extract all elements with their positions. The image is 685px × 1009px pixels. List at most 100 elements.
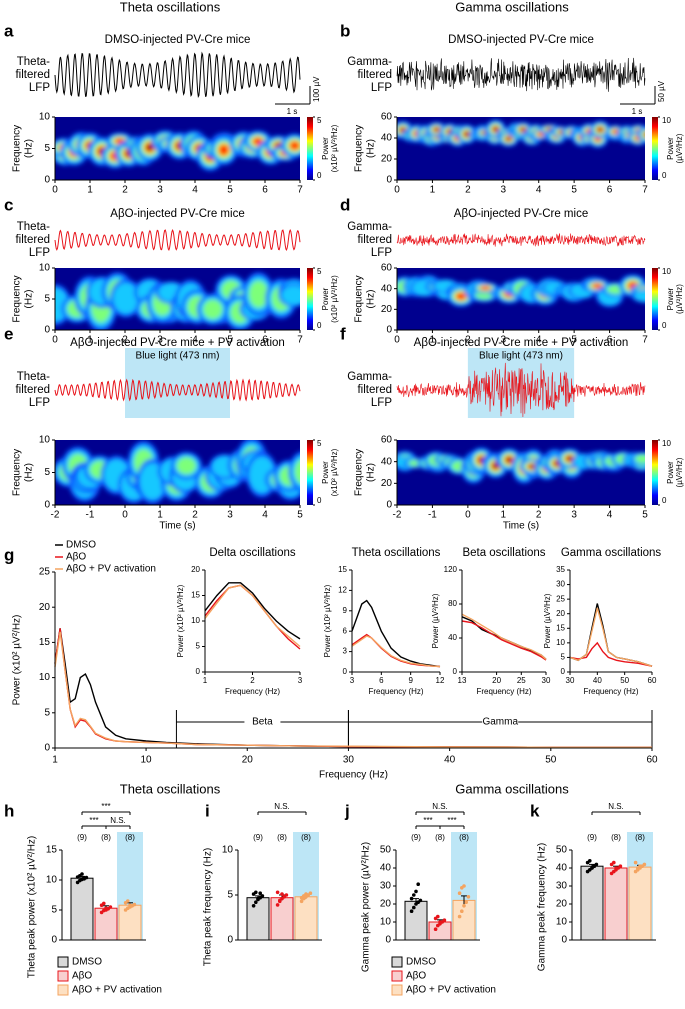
y-axis-label: (Hz) — [24, 463, 35, 482]
bar — [294, 896, 318, 941]
x-tick-label: 5 — [297, 510, 303, 521]
colorbar — [652, 268, 658, 330]
x-tick-label: 3 — [350, 676, 355, 685]
y-tick-label: 0 — [385, 935, 391, 946]
spectrogram — [55, 268, 300, 330]
comparison-label: *** — [89, 816, 98, 825]
data-point — [108, 905, 113, 909]
x-tick-label: 3 — [501, 335, 507, 346]
series-line — [351, 633, 441, 668]
x-tick-label: 60 — [646, 755, 658, 766]
y-tick-label: 35 — [556, 565, 565, 574]
y-tick-label: 10 — [39, 263, 51, 274]
n-label: (8) — [301, 833, 311, 842]
data-point — [251, 904, 256, 908]
x-tick-label: 1 — [430, 185, 436, 196]
bar — [70, 877, 94, 941]
y-axis-label: Frequency — [354, 449, 365, 496]
y-axis-label: Power (µV²/Hz) — [431, 593, 440, 648]
blob — [566, 456, 573, 462]
data-point — [284, 893, 289, 897]
y-tick-label: 60 — [381, 112, 393, 123]
blob — [493, 126, 499, 132]
trace-label: filtered — [15, 234, 50, 246]
x-axis-label: Frequency (Hz) — [476, 687, 531, 696]
band-label: Gamma — [482, 717, 518, 728]
panel-title: DMSO-injected PV-Cre mice — [448, 34, 594, 46]
y-axis-label: Power (x10² µV²/Hz) — [176, 584, 185, 657]
blob — [248, 280, 269, 308]
y-tick-label: 50 — [380, 845, 392, 856]
light-label: Blue light (473 nm) — [479, 351, 563, 362]
x-tick-label: 3 — [298, 676, 303, 685]
comparison-label: N.S. — [608, 802, 624, 811]
x-tick-label: -1 — [428, 510, 437, 521]
blob — [506, 457, 513, 463]
y-tick-label: 30 — [380, 881, 392, 892]
blob — [480, 285, 491, 291]
x-tick-label: 4 — [262, 510, 268, 521]
x-tick-label: 4 — [192, 335, 198, 346]
data-point — [304, 892, 308, 896]
colorbar-unit: (x10² µV²/Hz) — [330, 275, 339, 323]
y-tick-label: 0 — [386, 325, 392, 336]
x-tick-label: 2 — [536, 510, 542, 521]
colorbar-tick-label: 10 — [662, 267, 671, 276]
trace-label: Theta- — [17, 221, 50, 233]
series-line — [204, 584, 301, 648]
y-tick-label: 20 — [39, 602, 51, 613]
y-tick-label: 10 — [222, 845, 234, 856]
colorbar-tick-label: 5 — [317, 439, 322, 448]
n-label: (9) — [587, 833, 597, 842]
x-tick-label: 20 — [492, 676, 501, 685]
data-point — [104, 906, 108, 910]
x-tick-label: 5 — [227, 185, 233, 196]
colorbar — [307, 117, 313, 180]
series-line — [351, 635, 441, 668]
x-tick-label: 3 — [157, 185, 163, 196]
data-point — [260, 894, 265, 898]
spectrogram-blobs — [55, 440, 300, 505]
spectrogram-blobs — [397, 274, 645, 308]
y-tick-label: 15 — [556, 623, 565, 632]
x-tick-label: 6 — [607, 335, 613, 346]
x-tick-label: -2 — [51, 510, 60, 521]
y-tick-label: 5 — [227, 890, 233, 901]
legend-swatch — [391, 984, 403, 996]
data-point — [258, 891, 263, 895]
blob — [592, 283, 603, 289]
data-point — [457, 914, 462, 919]
data-point — [438, 920, 442, 924]
x-tick-label: 2 — [465, 335, 471, 346]
y-tick-label: 0 — [44, 500, 50, 511]
colorbar-unit: (µV²/Hz) — [675, 457, 684, 487]
blob — [281, 285, 300, 305]
y-axis-label: Frequency — [354, 275, 365, 322]
inset-title: Gamma oscillations — [561, 547, 662, 559]
y-tick-label: 3 — [343, 647, 348, 656]
panel-title: AβO-injected PV-Cre mice + PV activation — [70, 337, 285, 349]
x-tick-label: 0 — [465, 510, 471, 521]
blob — [520, 127, 526, 132]
data-point — [466, 895, 471, 899]
panel-letter: i — [205, 801, 210, 820]
x-tick-label: 1 — [157, 510, 163, 521]
band-label-bg — [244, 716, 281, 728]
trace-label: filtered — [357, 69, 392, 81]
y-tick-label: 15 — [46, 845, 58, 856]
trace-label: LFP — [29, 397, 50, 409]
n-label: (9) — [411, 833, 421, 842]
x-tick-label: 40 — [444, 755, 456, 766]
x-tick-label: 2 — [122, 185, 128, 196]
colorbar-label: Power — [321, 137, 330, 160]
blob — [113, 282, 139, 314]
y-axis-label: (Hz) — [24, 290, 35, 309]
y-axis-label: (Hz) — [366, 290, 377, 309]
spectrogram — [55, 440, 300, 505]
colorbar-unit: (µV²/Hz) — [675, 133, 684, 163]
comparison-label: N.S. — [432, 802, 448, 811]
data-point — [275, 890, 280, 895]
lfp-trace — [396, 233, 646, 247]
y-tick-label: 40 — [380, 863, 392, 874]
y-tick-label: 60 — [381, 435, 393, 446]
